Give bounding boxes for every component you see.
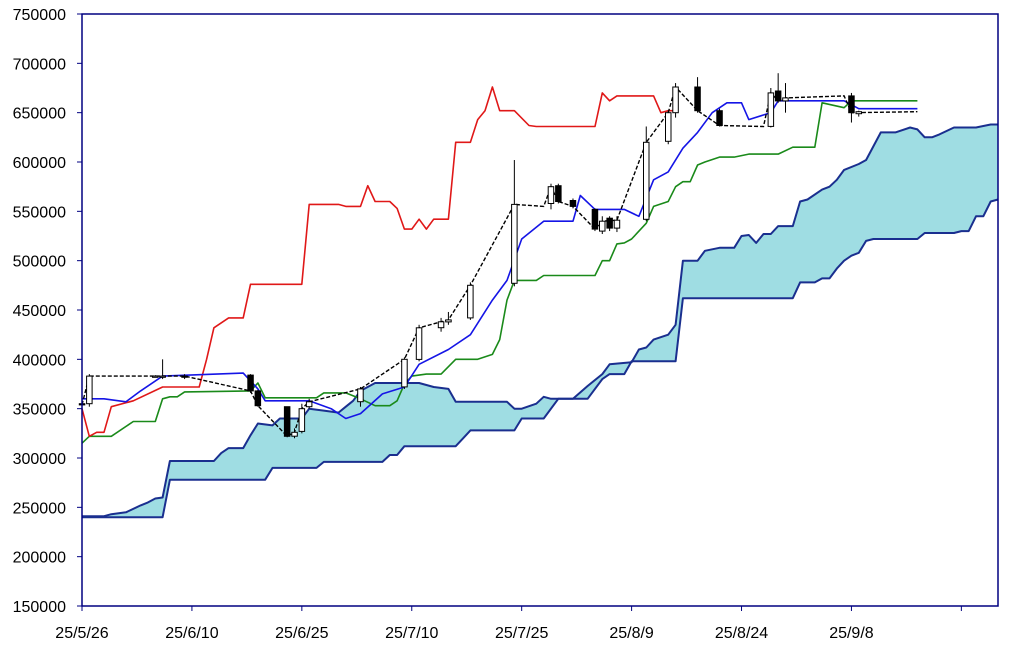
y-tick-label: 750000 <box>13 7 66 24</box>
candle <box>606 216 613 232</box>
y-tick-label: 150000 <box>13 599 66 616</box>
candle <box>643 126 650 222</box>
candle <box>305 398 313 409</box>
candle-body <box>547 186 555 204</box>
plot-frame <box>81 13 999 607</box>
candle <box>848 92 855 123</box>
candle <box>855 110 862 117</box>
candle <box>599 216 606 235</box>
candle-body <box>437 321 445 329</box>
candle <box>547 183 555 210</box>
candle <box>694 77 701 113</box>
y-tick-label: 550000 <box>13 204 66 221</box>
x-tick-label: 25/7/10 <box>385 625 438 642</box>
candle-body <box>357 388 364 403</box>
candle <box>716 108 723 127</box>
candle-body <box>86 375 93 405</box>
candle-body <box>254 390 262 407</box>
candle-body <box>511 203 518 284</box>
candle-body <box>291 431 298 437</box>
candle <box>591 208 599 232</box>
y-tick-label: 450000 <box>13 303 66 320</box>
y-tick-label: 400000 <box>13 352 66 369</box>
span-a-line <box>82 123 998 518</box>
y-tick-label: 500000 <box>13 254 66 271</box>
candle-body <box>247 374 254 392</box>
candle <box>159 359 166 380</box>
indicator-lines <box>81 85 999 519</box>
y-tick-label: 350000 <box>13 402 66 419</box>
candle <box>555 183 562 204</box>
candle-body <box>774 90 782 102</box>
candle <box>782 83 789 113</box>
candle-body <box>467 284 474 319</box>
candle <box>283 406 291 438</box>
candle <box>247 374 254 393</box>
candle <box>445 311 452 325</box>
candle <box>774 73 782 103</box>
x-tick-label: 25/6/10 <box>165 625 218 642</box>
y-tick-label: 650000 <box>13 106 66 123</box>
candle <box>254 389 262 407</box>
candle <box>437 317 445 332</box>
axes: 150000 200000 250000 300000 350000 400000 4500… <box>13 7 962 642</box>
candle-body <box>283 406 291 437</box>
candle <box>467 282 474 320</box>
candle <box>298 403 306 434</box>
candle <box>291 428 298 439</box>
candle-body <box>591 208 599 230</box>
candle-body <box>855 111 862 115</box>
candle-body <box>298 408 306 432</box>
candle-body <box>445 319 452 323</box>
candle <box>401 357 408 389</box>
candle-body <box>848 95 855 114</box>
candle <box>665 110 672 145</box>
candle-body <box>694 86 701 112</box>
candle-body <box>643 141 650 220</box>
kumo-cloud <box>82 124 998 518</box>
candle <box>181 374 188 380</box>
candle <box>672 83 679 118</box>
x-tick-label: 25/6/25 <box>275 625 328 642</box>
cloud-layer <box>82 124 998 518</box>
candle-body <box>569 200 577 207</box>
candle <box>152 375 159 378</box>
span-b-line <box>82 198 999 519</box>
candle-body <box>613 219 621 229</box>
y-tick-label: 300000 <box>13 451 66 468</box>
y-tick-label: 700000 <box>13 56 66 73</box>
kijun-line <box>81 86 676 438</box>
candle <box>767 88 775 128</box>
candle <box>86 374 93 407</box>
candle-body <box>415 327 423 360</box>
x-tick-label: 25/8/24 <box>715 625 768 642</box>
y-tick-label: 600000 <box>13 155 66 172</box>
y-tick-label: 250000 <box>13 500 66 517</box>
candle <box>415 324 423 362</box>
candle <box>511 160 518 287</box>
candle-body <box>152 375 159 378</box>
candle <box>613 216 621 233</box>
candle-body <box>782 97 789 102</box>
candle-body <box>716 110 723 126</box>
candle-body <box>181 375 188 378</box>
candle-body <box>767 92 775 127</box>
candle-body <box>159 375 166 378</box>
x-tick-label: 25/9/8 <box>829 625 874 642</box>
candle-body <box>606 217 613 229</box>
candle-body <box>672 86 679 114</box>
candle-body <box>665 112 672 142</box>
candlesticks <box>78 73 862 439</box>
y-tick-label: 200000 <box>13 550 66 567</box>
candle-body <box>555 185 562 202</box>
candle-body <box>599 220 606 232</box>
x-tick-label: 25/7/25 <box>495 625 548 642</box>
x-tick-label: 25/8/9 <box>609 625 654 642</box>
candle-body <box>305 401 313 408</box>
candle-body <box>401 358 408 388</box>
candle <box>569 198 577 209</box>
candle <box>357 386 364 407</box>
x-tick-label: 25/5/26 <box>55 625 108 642</box>
